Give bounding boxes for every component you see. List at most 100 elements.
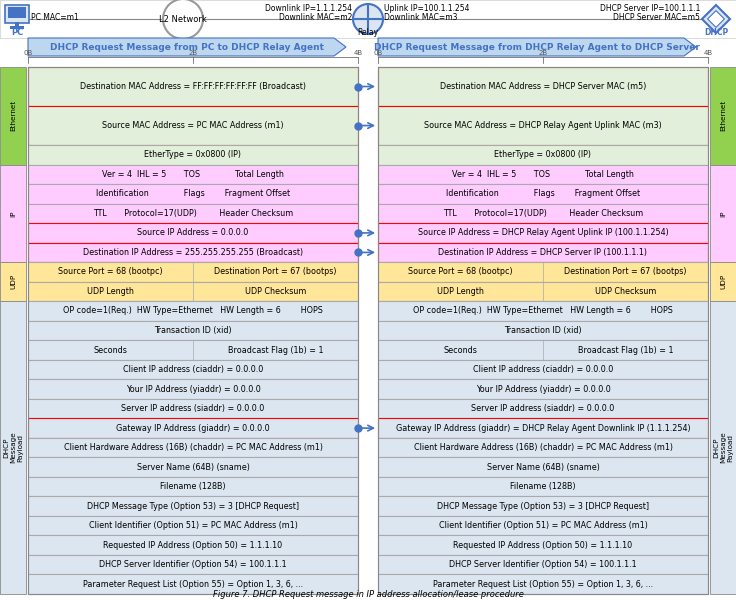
Bar — [28, 516, 358, 535]
Bar — [378, 399, 708, 418]
Bar — [28, 496, 358, 516]
Bar — [0, 301, 26, 594]
Text: Destination MAC Address = FF:FF:FF:FF:FF:FF (Broadcast): Destination MAC Address = FF:FF:FF:FF:FF… — [80, 82, 306, 91]
Text: Gateway IP Address (giaddr) = DHCP Relay Agent Downlink IP (1.1.1.254): Gateway IP Address (giaddr) = DHCP Relay… — [396, 424, 690, 433]
Text: Your IP Address (yiaddr) = 0.0.0.0: Your IP Address (yiaddr) = 0.0.0.0 — [475, 385, 610, 394]
Text: Destination Port = 67 (bootps): Destination Port = 67 (bootps) — [214, 268, 337, 277]
Bar — [28, 418, 358, 438]
Bar — [378, 535, 708, 555]
Text: Client Identifier (Option 51) = PC MAC Address (m1): Client Identifier (Option 51) = PC MAC A… — [439, 521, 648, 530]
Bar — [28, 145, 358, 164]
Text: DHCP Server Identifier (Option 54) = 100.1.1.1: DHCP Server Identifier (Option 54) = 100… — [449, 560, 637, 569]
Bar — [28, 282, 358, 301]
Text: Seconds: Seconds — [93, 346, 127, 355]
Polygon shape — [702, 5, 730, 33]
Bar — [8, 7, 26, 18]
Text: Destination IP Address = 255.255.255.255 (Broadcast): Destination IP Address = 255.255.255.255… — [83, 248, 303, 257]
Bar — [28, 242, 358, 262]
Bar — [28, 321, 358, 340]
Text: DHCP Server IP=100.1.1.1: DHCP Server IP=100.1.1.1 — [600, 4, 700, 13]
Text: PC MAC=m1: PC MAC=m1 — [31, 13, 79, 22]
Text: Ethernet: Ethernet — [10, 100, 16, 131]
Circle shape — [353, 4, 383, 34]
Text: DHCP Message Type (Option 53) = 3 [DHCP Request]: DHCP Message Type (Option 53) = 3 [DHCP … — [437, 502, 649, 511]
Text: Parameter Request List (Option 55) = Option 1, 3, 6, ...: Parameter Request List (Option 55) = Opt… — [83, 580, 303, 589]
Text: Identification              Flags        Fragment Offset: Identification Flags Fragment Offset — [96, 190, 290, 199]
Text: Seconds: Seconds — [444, 346, 478, 355]
Text: Filename (128B): Filename (128B) — [160, 482, 226, 491]
Bar — [378, 379, 708, 399]
Text: Server IP address (siaddr) = 0.0.0.0: Server IP address (siaddr) = 0.0.0.0 — [471, 404, 615, 413]
Circle shape — [163, 0, 203, 39]
Bar — [378, 418, 708, 438]
Bar — [0, 262, 26, 301]
Text: Broadcast Flag (1b) = 1: Broadcast Flag (1b) = 1 — [578, 346, 673, 355]
Text: Ver = 4  IHL = 5       TOS              Total Length: Ver = 4 IHL = 5 TOS Total Length — [102, 170, 284, 179]
Text: Destination Port = 67 (bootps): Destination Port = 67 (bootps) — [565, 268, 687, 277]
Text: DHCP Request Message from DHCP Relay Agent to DHCP Server: DHCP Request Message from DHCP Relay Age… — [374, 43, 700, 52]
Text: Source Port = 68 (bootpc): Source Port = 68 (bootpc) — [408, 268, 513, 277]
Text: Source IP Address = 0.0.0.0: Source IP Address = 0.0.0.0 — [138, 229, 249, 238]
Bar — [28, 67, 358, 106]
Bar — [28, 67, 358, 594]
Bar — [378, 555, 708, 574]
Text: PC: PC — [11, 28, 23, 37]
Bar — [378, 184, 708, 203]
Bar — [28, 262, 358, 282]
Bar — [378, 106, 708, 145]
Bar — [378, 145, 708, 164]
Bar — [378, 67, 708, 106]
Bar — [378, 301, 708, 321]
Text: UDP Length: UDP Length — [437, 287, 484, 296]
Text: UDP Checksum: UDP Checksum — [595, 287, 657, 296]
Text: OP code=1(Req.)  HW Type=Ethernet   HW Length = 6        HOPS: OP code=1(Req.) HW Type=Ethernet HW Leng… — [413, 307, 673, 316]
Text: L2 Network: L2 Network — [159, 14, 207, 23]
Polygon shape — [707, 11, 724, 28]
Text: IP: IP — [10, 210, 16, 217]
Text: Requested IP Address (Option 50) = 1.1.1.10: Requested IP Address (Option 50) = 1.1.1… — [104, 541, 283, 550]
Text: Server Name (64B) (sname): Server Name (64B) (sname) — [486, 463, 599, 472]
Text: UDP: UDP — [720, 274, 726, 289]
Bar — [710, 67, 736, 164]
Bar — [28, 555, 358, 574]
Text: Client IP address (ciaddr) = 0.0.0.0: Client IP address (ciaddr) = 0.0.0.0 — [473, 365, 613, 374]
Bar — [28, 340, 358, 360]
Text: Transaction ID (xid): Transaction ID (xid) — [504, 326, 582, 335]
Bar — [710, 262, 736, 301]
Bar — [0, 164, 26, 262]
Bar — [28, 477, 358, 496]
Text: UDP: UDP — [10, 274, 16, 289]
Text: Transaction ID (xid): Transaction ID (xid) — [154, 326, 232, 335]
Bar — [378, 164, 708, 184]
Bar — [710, 164, 736, 262]
Bar — [28, 574, 358, 594]
Text: EtherType = 0x0800 (IP): EtherType = 0x0800 (IP) — [495, 151, 592, 160]
Text: DHCP Server Identifier (Option 54) = 100.1.1.1: DHCP Server Identifier (Option 54) = 100… — [99, 560, 287, 569]
Text: DHCP
Message
Payload: DHCP Message Payload — [3, 432, 23, 463]
Text: Client Hardware Address (16B) (chaddr) = PC MAC Address (m1): Client Hardware Address (16B) (chaddr) =… — [414, 443, 673, 452]
FancyArrow shape — [378, 38, 696, 56]
Bar — [378, 282, 708, 301]
Text: 0B: 0B — [24, 50, 32, 56]
Text: Destination MAC Address = DHCP Server MAC (m5): Destination MAC Address = DHCP Server MA… — [440, 82, 646, 91]
Text: UDP Checksum: UDP Checksum — [245, 287, 306, 296]
Text: Gateway IP Address (giaddr) = 0.0.0.0: Gateway IP Address (giaddr) = 0.0.0.0 — [116, 424, 270, 433]
FancyArrow shape — [28, 38, 346, 56]
Bar — [15, 22, 19, 27]
Text: Relay: Relay — [358, 28, 378, 37]
Bar — [28, 203, 358, 223]
Text: Source MAC Address = PC MAC Address (m1): Source MAC Address = PC MAC Address (m1) — [102, 121, 284, 130]
FancyBboxPatch shape — [5, 5, 29, 23]
Text: DHCP: DHCP — [704, 28, 728, 37]
Text: Client IP address (ciaddr) = 0.0.0.0: Client IP address (ciaddr) = 0.0.0.0 — [123, 365, 263, 374]
Text: Downlink MAC=m2: Downlink MAC=m2 — [279, 13, 352, 22]
Bar — [378, 574, 708, 594]
Bar — [378, 242, 708, 262]
Text: Uplink IP=100.1.1.254: Uplink IP=100.1.1.254 — [384, 4, 470, 13]
Text: Destination IP Address = DHCP Server IP (100.1.1.1): Destination IP Address = DHCP Server IP … — [439, 248, 648, 257]
Text: Broadcast Flag (1b) = 1: Broadcast Flag (1b) = 1 — [227, 346, 323, 355]
Text: TTL       Protocol=17(UDP)         Header Checksum: TTL Protocol=17(UDP) Header Checksum — [93, 209, 293, 218]
Text: Server Name (64B) (sname): Server Name (64B) (sname) — [137, 463, 250, 472]
Text: IP: IP — [720, 210, 726, 217]
Bar — [28, 223, 358, 242]
